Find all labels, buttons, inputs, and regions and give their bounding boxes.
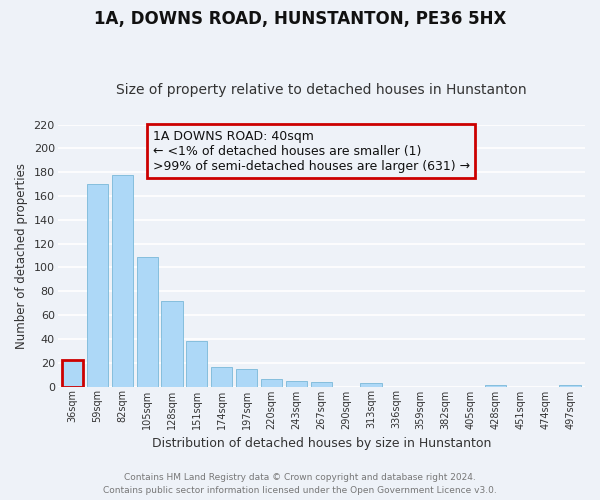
Bar bbox=[187, 342, 208, 386]
Bar bbox=[112, 174, 133, 386]
Bar bbox=[361, 383, 382, 386]
X-axis label: Distribution of detached houses by size in Hunstanton: Distribution of detached houses by size … bbox=[152, 437, 491, 450]
Text: 1A DOWNS ROAD: 40sqm
← <1% of detached houses are smaller (1)
>99% of semi-detac: 1A DOWNS ROAD: 40sqm ← <1% of detached h… bbox=[152, 130, 470, 173]
Bar bbox=[311, 382, 332, 386]
Y-axis label: Number of detached properties: Number of detached properties bbox=[15, 162, 28, 348]
Text: Contains HM Land Registry data © Crown copyright and database right 2024.
Contai: Contains HM Land Registry data © Crown c… bbox=[103, 473, 497, 495]
Bar bbox=[211, 368, 232, 386]
Title: Size of property relative to detached houses in Hunstanton: Size of property relative to detached ho… bbox=[116, 83, 527, 97]
Bar bbox=[137, 256, 158, 386]
Bar bbox=[261, 380, 282, 386]
Bar bbox=[236, 368, 257, 386]
Bar bbox=[62, 360, 83, 386]
Bar bbox=[286, 380, 307, 386]
Bar bbox=[161, 301, 182, 386]
Bar bbox=[87, 184, 108, 386]
Text: 1A, DOWNS ROAD, HUNSTANTON, PE36 5HX: 1A, DOWNS ROAD, HUNSTANTON, PE36 5HX bbox=[94, 10, 506, 28]
